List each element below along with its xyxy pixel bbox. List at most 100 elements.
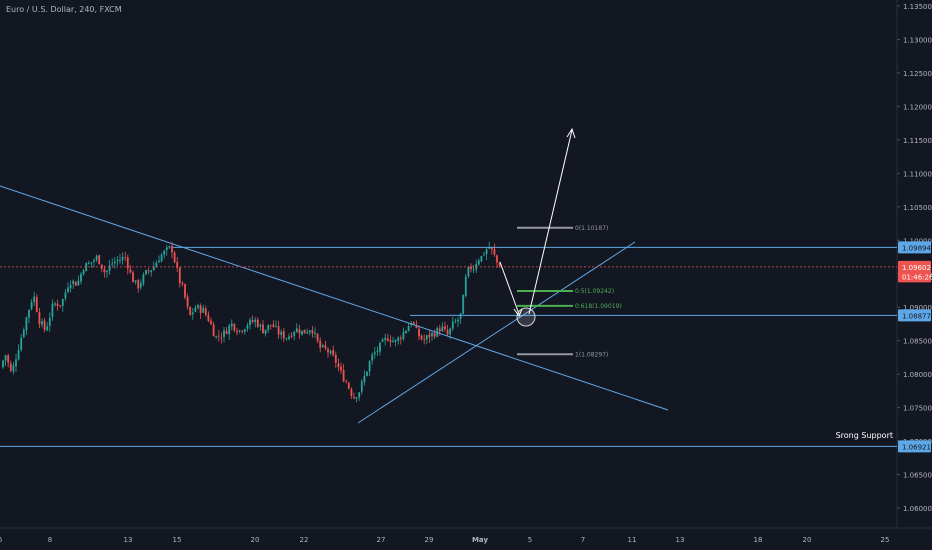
candle-down	[389, 335, 392, 347]
projection-up-arrowhead	[566, 127, 576, 139]
candle-up	[259, 323, 262, 331]
candle-body	[152, 266, 155, 271]
candlestick-series	[2, 241, 501, 403]
candle-body	[230, 323, 233, 327]
candle-body	[303, 329, 306, 334]
candle-down	[340, 362, 342, 375]
candle-up	[264, 329, 267, 337]
candle-body	[74, 281, 77, 286]
candle-up	[355, 396, 358, 403]
candle-up	[358, 392, 361, 402]
price-label-text: 1.08877	[902, 312, 931, 320]
candle-body	[399, 337, 402, 340]
candle-up	[93, 258, 95, 268]
candle-body	[334, 354, 337, 363]
candle-body	[207, 314, 210, 321]
candle-up	[134, 280, 137, 285]
candle-down	[210, 317, 212, 325]
candle-body	[98, 255, 101, 265]
candle-down	[220, 332, 223, 344]
candle-up	[202, 304, 205, 314]
candle-up	[20, 333, 23, 352]
candle-up	[108, 259, 111, 275]
candle-body	[181, 283, 184, 285]
candle-up	[87, 260, 90, 265]
candle-body	[295, 328, 298, 333]
candle-up	[254, 316, 257, 328]
candle-down	[7, 353, 10, 368]
candle-down	[147, 268, 150, 275]
candle-body	[293, 332, 296, 336]
candle-down	[59, 305, 62, 308]
candle-body	[67, 287, 69, 292]
candle-body	[163, 250, 166, 255]
candle-body	[262, 324, 264, 334]
y-tick-label: 1.13500	[903, 3, 932, 11]
y-tick-label: 1.07500	[903, 405, 932, 413]
candle-body	[59, 305, 62, 307]
candle-up	[371, 352, 374, 365]
candle-body	[233, 324, 236, 331]
candle-body	[363, 375, 366, 383]
candle-body	[95, 255, 98, 260]
candle-body	[433, 333, 436, 337]
candle-body	[285, 338, 288, 339]
candle-up	[46, 322, 49, 332]
candle-body	[22, 330, 25, 337]
candle-down	[233, 323, 236, 333]
y-tick-label: 1.08000	[903, 371, 932, 379]
candle-down	[347, 381, 350, 390]
candle-body	[147, 270, 150, 272]
candle-down	[498, 261, 501, 268]
price-label-box	[898, 241, 931, 254]
candle-down	[327, 347, 329, 358]
candle-up	[194, 304, 197, 313]
candle-down	[181, 280, 184, 287]
candle-up	[376, 346, 379, 357]
candle-down	[129, 265, 132, 274]
candle-body	[332, 350, 335, 356]
candle-up	[82, 269, 85, 276]
candle-body	[358, 392, 361, 398]
candle-up	[165, 245, 168, 256]
candle-down	[100, 264, 103, 273]
candle-down	[319, 337, 322, 353]
candle-up	[467, 266, 470, 279]
candle-down	[282, 327, 285, 343]
candle-body	[373, 352, 376, 355]
candle-down	[423, 334, 426, 345]
candle-up	[321, 343, 324, 348]
candle-up	[392, 336, 394, 343]
candle-up	[480, 255, 483, 263]
candle-body	[306, 332, 309, 334]
candle-up	[243, 328, 246, 335]
x-tick-label: 5	[528, 536, 532, 544]
candle-up	[485, 247, 488, 260]
candle-body	[301, 330, 303, 335]
candle-down	[9, 360, 12, 373]
candle-body	[30, 301, 33, 309]
candle-up	[163, 249, 166, 259]
candle-body	[77, 280, 80, 286]
candle-up	[314, 327, 316, 338]
projection-down-arrowhead	[513, 308, 523, 318]
candle-body	[446, 329, 449, 335]
candle-up	[90, 262, 93, 268]
candle-down	[316, 332, 319, 344]
candle-body	[33, 296, 36, 303]
candle-body	[371, 354, 374, 361]
candle-up	[246, 322, 249, 332]
price-label-text: 1.09894	[902, 244, 931, 252]
candle-body	[54, 303, 56, 305]
candle-up	[152, 261, 155, 271]
x-tick-label: 20	[251, 536, 260, 544]
candle-down	[189, 306, 192, 316]
candle-body	[28, 309, 30, 318]
candle-body	[103, 268, 106, 273]
candle-down	[470, 263, 472, 273]
candle-body	[82, 270, 85, 275]
candle-body	[467, 266, 470, 277]
candle-body	[485, 249, 488, 255]
candle-body	[243, 329, 246, 332]
